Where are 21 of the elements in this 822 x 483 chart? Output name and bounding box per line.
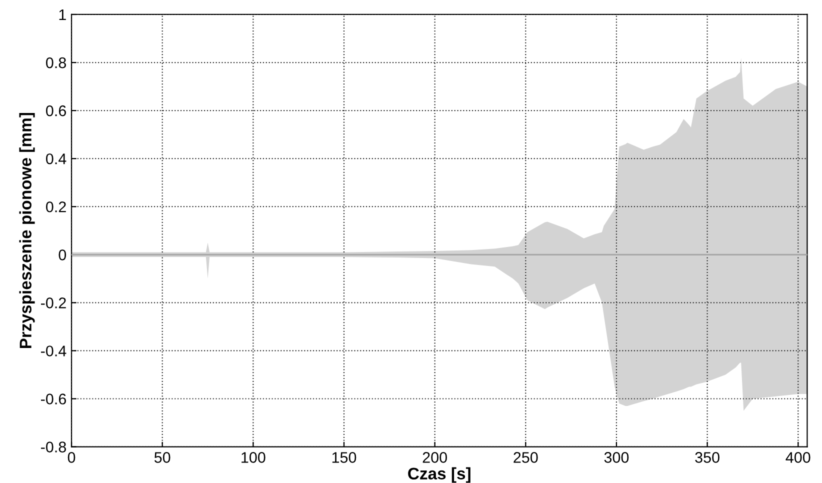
y-axis-title: Przyspieszenie pionowe [mm] (19, 113, 35, 348)
y-tick-label: 0 (58, 250, 66, 260)
x-tick-label: 0 (68, 452, 76, 463)
x-tick-label: 100 (242, 452, 266, 463)
x-tick-label: 250 (514, 452, 538, 463)
x-tick-label: 200 (422, 452, 447, 463)
x-tick-label: 150 (332, 452, 356, 463)
y-tick-label: 0.8 (46, 57, 66, 68)
y-tick-label: 0.4 (46, 153, 66, 164)
y-tick-label: -0.2 (41, 298, 66, 308)
x-tick-label: 50 (154, 452, 170, 463)
y-tick-label: 0.6 (46, 105, 66, 116)
y-tick-label: 1 (59, 10, 66, 20)
x-tick-label: 400 (786, 452, 810, 463)
y-tick-label: 0.2 (46, 201, 66, 212)
x-axis-title: Czas [s] (408, 467, 470, 483)
x-tick-label: 350 (695, 452, 720, 463)
x-tick-label: 300 (604, 452, 629, 463)
y-tick-label: -0.4 (41, 346, 66, 356)
y-tick-label: -0.6 (41, 394, 66, 404)
y-tick-label: -0.8 (41, 442, 66, 452)
